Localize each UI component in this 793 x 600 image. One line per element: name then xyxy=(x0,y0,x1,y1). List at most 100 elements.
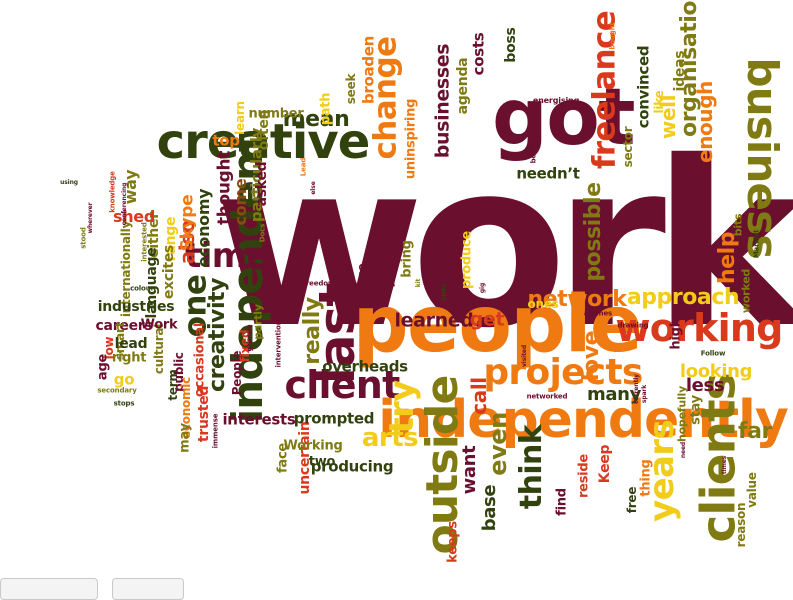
word-networked: networked xyxy=(526,392,568,401)
word-producing: producing xyxy=(310,457,394,476)
word-prompted: prompted xyxy=(293,409,375,428)
word-secondary: secondary xyxy=(97,386,137,395)
word-help: help xyxy=(715,231,740,285)
word-network: network xyxy=(527,287,627,312)
word-high: high xyxy=(668,318,684,350)
word-businesses: businesses xyxy=(431,43,454,159)
word-top: top xyxy=(212,131,240,150)
word-economy: economy xyxy=(194,188,213,268)
word-even: even xyxy=(484,412,512,476)
word-asked: asked xyxy=(254,161,270,207)
word-independently: independently xyxy=(378,390,788,450)
word-trusted: trusted xyxy=(196,385,212,443)
word-marxist: Marxist xyxy=(752,229,761,259)
word-learned: learned xyxy=(394,309,474,332)
word-follow: Follow xyxy=(700,349,726,358)
word-broaden: broaden xyxy=(359,35,378,105)
word-less: less xyxy=(685,375,725,396)
word-arts: arts xyxy=(361,423,419,453)
word-costs: costs xyxy=(469,32,488,76)
word-creative: creative xyxy=(156,114,371,170)
word-overheads: overheads xyxy=(322,357,408,376)
word-find: find xyxy=(554,488,570,516)
word-stood: stood xyxy=(79,227,88,249)
word-sector: sector xyxy=(621,126,635,168)
word-drawing: drawing xyxy=(617,321,649,330)
word-like: like xyxy=(652,90,666,114)
word-path: path xyxy=(318,92,334,126)
word-looking: looking xyxy=(679,361,753,382)
word-kit: kit xyxy=(415,278,422,288)
word-business: business xyxy=(738,57,787,259)
word-visited: visited xyxy=(521,345,528,367)
word-currently: currently xyxy=(633,374,640,404)
word-working2: Working xyxy=(283,438,343,454)
word-worked: worked xyxy=(739,268,753,314)
word-time: time xyxy=(185,236,269,276)
word-lead: Lead xyxy=(299,157,308,177)
word-ideas: ideas xyxy=(672,50,688,92)
word-work: work xyxy=(213,112,793,378)
word-approach: approach xyxy=(626,285,740,310)
word-agenda: agenda xyxy=(455,57,471,115)
word-got: got xyxy=(491,73,636,163)
footer-button-right[interactable] xyxy=(112,578,184,600)
word-airlines: airlines xyxy=(583,309,613,318)
footer-button-left[interactable] xyxy=(0,578,98,600)
word-interests: interests xyxy=(222,410,296,429)
word-really: really xyxy=(300,297,325,365)
word-love: love xyxy=(579,330,604,382)
word-right: right xyxy=(111,350,147,366)
word-hopefully: hopefully xyxy=(675,385,689,443)
word-thing: thing xyxy=(638,459,654,497)
word-client: client xyxy=(284,363,400,407)
word-call: call xyxy=(467,377,491,415)
word-else: else xyxy=(310,181,317,195)
word-reside: reside xyxy=(576,454,592,498)
word-convinced: convinced xyxy=(634,45,653,129)
word-gig: gig xyxy=(479,282,486,294)
word-colour: colour xyxy=(130,284,154,293)
word-number: number xyxy=(248,106,304,122)
word-learn: learn xyxy=(233,101,247,135)
word-projects: projects xyxy=(483,352,643,393)
word-careers: careers xyxy=(95,318,153,334)
word-spark: spark xyxy=(641,384,648,404)
word-partly: partly xyxy=(251,304,265,340)
word-immense: immense xyxy=(211,413,220,449)
word-energising: energising xyxy=(532,96,580,105)
word-intervention: intervention xyxy=(274,320,283,368)
word-spec: spec xyxy=(439,283,448,301)
word-specialists: specialists xyxy=(354,280,396,289)
word-come: come xyxy=(231,178,250,226)
word-excites: excites xyxy=(161,244,177,300)
word-working: working xyxy=(615,306,783,350)
word-get: get xyxy=(469,308,505,331)
word-using: using xyxy=(60,179,78,186)
word-lead: lead xyxy=(114,336,148,352)
word-two: two xyxy=(308,454,336,470)
word-far: far xyxy=(738,419,772,444)
word-keeps: keeps xyxy=(445,521,461,563)
word-cloud: work people got creative independently busine… xyxy=(60,0,793,563)
word-base: base xyxy=(479,484,500,532)
word-interested: interested xyxy=(140,222,149,262)
word-boring: boring xyxy=(529,138,538,164)
word-seek: seek xyxy=(344,73,358,105)
word-ones: ones xyxy=(527,297,559,311)
word-age: age xyxy=(95,353,111,381)
word-free: free xyxy=(625,486,639,514)
word-people: people xyxy=(352,280,643,370)
word-freedom: freedom xyxy=(302,279,336,288)
word-enough: enough xyxy=(693,81,717,163)
word-conferencing: conferencing xyxy=(121,182,128,226)
word-may: may xyxy=(177,423,193,453)
word-many: many xyxy=(586,384,642,405)
word-docs: Docs xyxy=(258,223,267,243)
word-wherever: wherever xyxy=(87,202,94,234)
word-knowledge: knowledge xyxy=(108,171,117,213)
word-reason: reason xyxy=(734,502,748,548)
word-neednt: needn’t xyxy=(516,164,580,183)
word-mean: mean xyxy=(282,107,350,132)
word-times: times xyxy=(721,455,728,475)
